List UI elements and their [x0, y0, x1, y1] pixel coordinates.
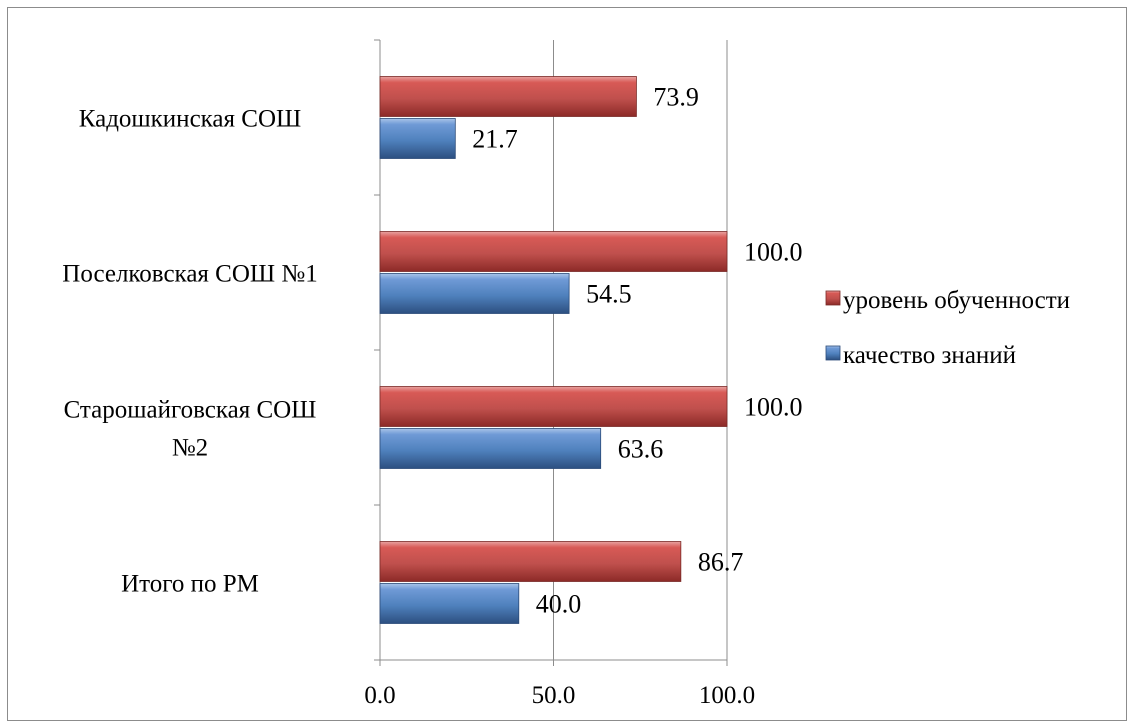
data-label: 100.0	[744, 238, 803, 267]
bars	[379, 76, 728, 624]
bar-uroven	[379, 76, 637, 117]
legend-swatch	[825, 290, 841, 306]
data-label: 40.0	[536, 590, 582, 619]
bar-uroven	[379, 231, 728, 272]
data-label: 73.9	[653, 83, 699, 112]
data-label: 21.7	[472, 125, 518, 154]
bar-uroven	[379, 541, 682, 582]
bar-kachestvo	[379, 428, 602, 469]
x-tick-label: 0.0	[364, 682, 395, 709]
legend: уровень обученности качество знаний	[825, 287, 1070, 369]
labels: 0.0 50.0 100.0 73.9 21.7 Кадошкинская СОШ 100.…	[62, 83, 802, 710]
category-label: Кадошкинская СОШ	[79, 106, 301, 133]
legend-swatch	[825, 345, 841, 361]
bar-kachestvo	[379, 583, 520, 624]
x-tick-label: 50.0	[532, 682, 576, 709]
bar-kachestvo	[379, 273, 570, 314]
legend-label: качество знаний	[843, 342, 1016, 369]
bar-uroven	[379, 386, 728, 427]
x-tick-label: 100.0	[699, 682, 755, 709]
data-label: 100.0	[744, 393, 803, 422]
data-label: 63.6	[618, 435, 664, 464]
category-label: Итого по РМ	[121, 571, 259, 598]
category-label: Поселковская СОШ №1	[62, 261, 317, 288]
chart-frame	[7, 7, 1127, 721]
legend-label: уровень обученности	[843, 287, 1070, 314]
data-label: 54.5	[586, 280, 632, 309]
data-label: 86.7	[698, 548, 744, 577]
category-label: Старошайговская СОШ №2	[64, 397, 317, 462]
bar-kachestvo	[379, 118, 456, 159]
